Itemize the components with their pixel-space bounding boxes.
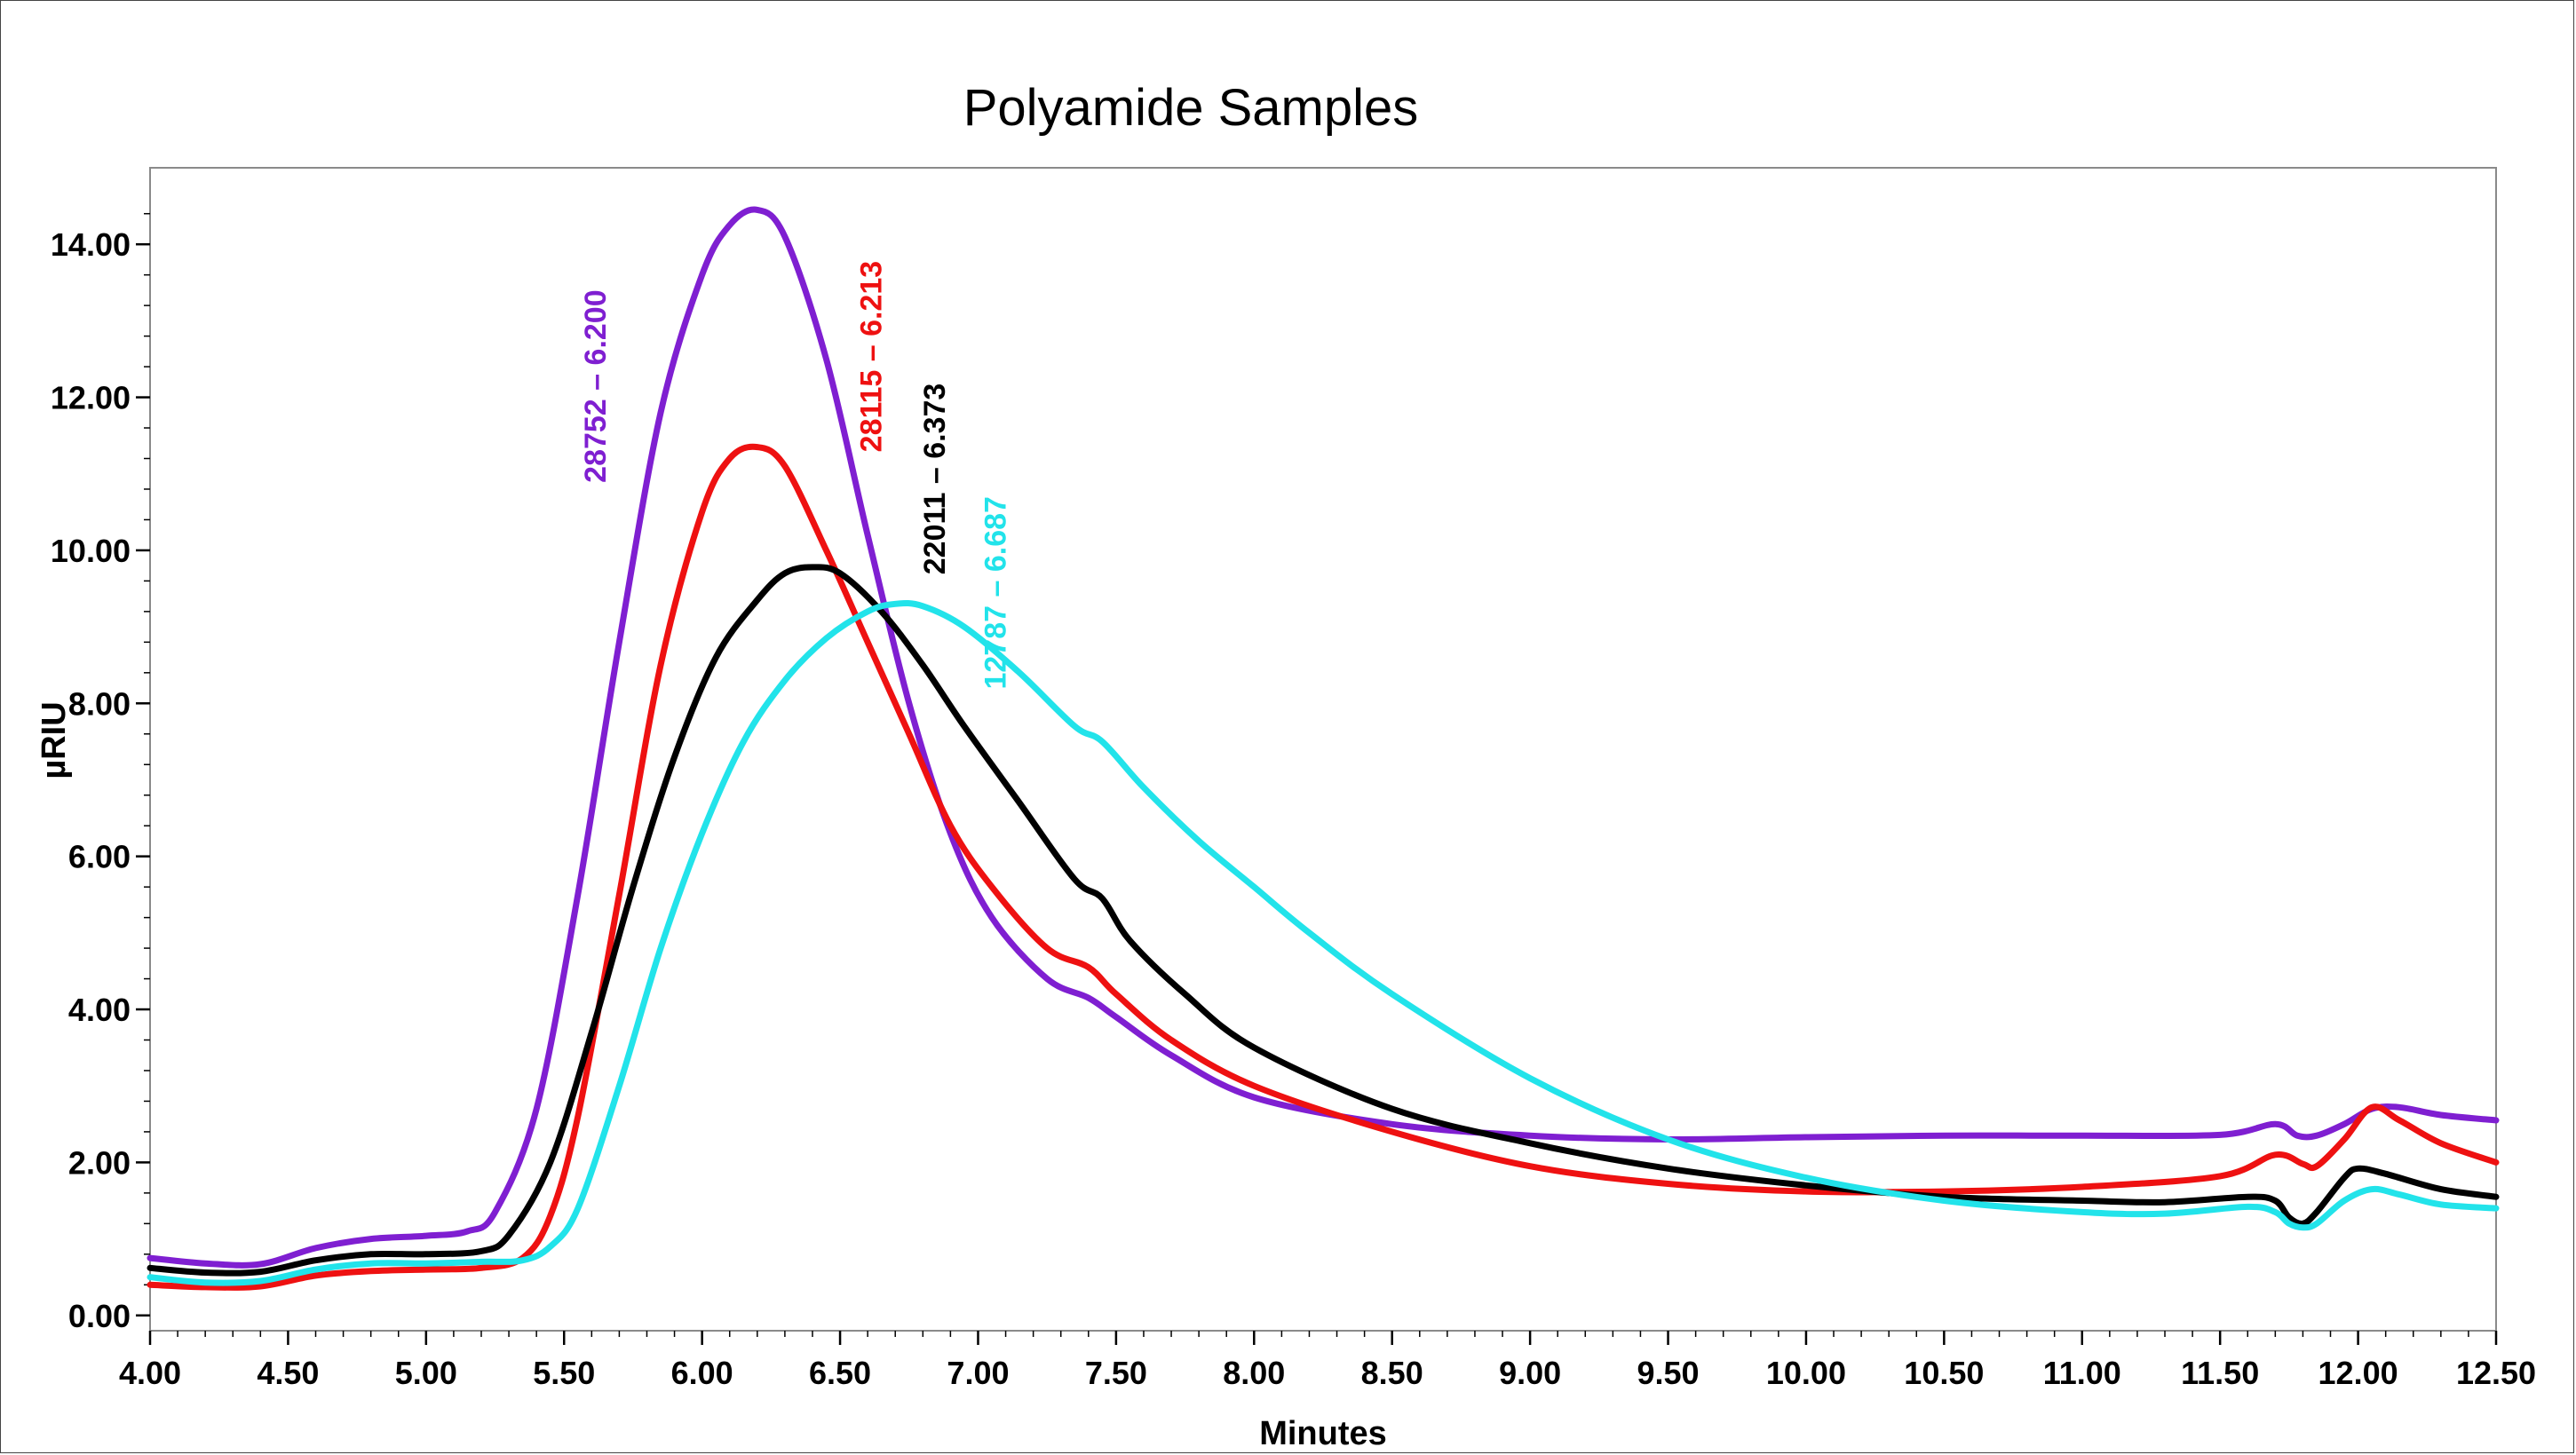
peak-label-3: 22011 – 6.373 [918,384,952,575]
peak-label-2: 28115 – 6.213 [855,261,889,453]
plot-area [149,167,2497,1332]
y-tick-label: 14.00 [51,226,131,263]
series-line-4 [147,599,2500,1286]
series-line-2 [147,443,2500,1291]
x-axis-ticks: 4.00 4.50 5.00 5.50 6.00 6.50 7.00 7.50 8.00 8.50… [119,1331,2536,1391]
series-line-3 [147,564,2500,1277]
y-axis-label: µRIU [36,701,73,779]
x-tick-label: 11.50 [2181,1355,2259,1391]
peak-label-4: 12787 – 6.687 [979,496,1013,689]
x-tick-label: 10.50 [1904,1355,1984,1391]
y-tick-label: 4.00 [68,992,131,1028]
x-tick-label: 12.00 [2318,1355,2398,1391]
chart-title: Polyamide Samples [963,79,1419,137]
x-tick-label: 9.00 [1499,1355,1561,1391]
x-tick-label: 7.00 [947,1355,1009,1391]
x-tick-label: 7.50 [1085,1355,1147,1391]
peak-labels: 28752 – 6.200 28115 – 6.213 22011 – 6.373 1… [579,261,1013,690]
y-tick-label: 2.00 [68,1144,131,1181]
x-tick-label: 4.50 [257,1355,319,1391]
y-tick-label: 10.00 [51,533,131,569]
y-axis-ticks: 0.00 2.00 4.00 6.00 8.00 10.00 12.00 14.00 [51,226,150,1334]
y-tick-label: 0.00 [68,1298,131,1334]
y-tick-label: 6.00 [68,839,131,875]
series-line-1 [147,206,2500,1269]
x-tick-label: 6.00 [671,1355,733,1391]
x-axis-label: Minutes [1259,1415,1387,1452]
x-tick-label: 10.00 [1766,1355,1846,1391]
x-tick-label: 6.50 [809,1355,871,1391]
x-tick-label: 8.00 [1223,1355,1285,1391]
x-tick-label: 5.00 [395,1355,457,1391]
x-tick-label: 5.50 [533,1355,595,1391]
peak-label-1: 28752 – 6.200 [579,289,613,482]
y-tick-label: 12.00 [51,380,131,416]
minor-ticks [144,212,2497,1337]
series-layer [147,206,2500,1291]
x-tick-label: 9.50 [1637,1355,1699,1391]
x-tick-label: 12.50 [2456,1355,2536,1391]
y-tick-label: 8.00 [68,685,131,722]
x-tick-label: 4.00 [119,1355,181,1391]
x-tick-label: 11.00 [2043,1355,2121,1391]
x-tick-label: 8.50 [1361,1355,1423,1391]
